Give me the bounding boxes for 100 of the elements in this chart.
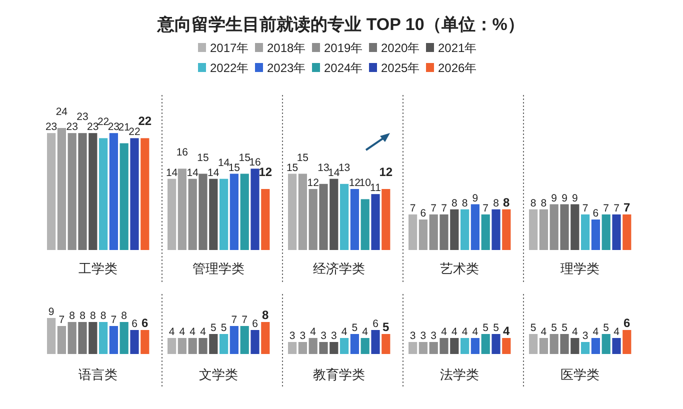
data-label: 6 — [372, 318, 379, 330]
data-label: 8 — [503, 195, 510, 210]
data-label: 6 — [592, 208, 599, 220]
data-label: 3 — [320, 330, 327, 342]
bar — [168, 178, 176, 250]
data-label: 4 — [472, 326, 478, 338]
bar — [250, 168, 260, 250]
x-tick-label: 医学类 — [560, 367, 600, 382]
data-label: 7 — [242, 314, 248, 326]
bar — [612, 338, 621, 354]
data-label: 7 — [410, 202, 416, 214]
data-label: 22 — [97, 116, 110, 128]
bar — [612, 214, 621, 250]
data-label: 4 — [441, 326, 448, 338]
data-label: 13 — [338, 162, 350, 174]
bar — [68, 322, 76, 354]
data-label: 23 — [76, 111, 88, 124]
data-label: 3 — [330, 330, 337, 342]
data-label: 8 — [530, 197, 536, 210]
bar — [350, 189, 359, 250]
x-tick-label: 法学类 — [440, 367, 479, 382]
data-label: 7 — [603, 202, 610, 214]
data-label: 23 — [45, 121, 58, 134]
legend-label: 2022年 — [210, 61, 249, 75]
bar — [109, 133, 118, 250]
bar — [209, 178, 218, 250]
data-label: 3 — [300, 330, 306, 342]
bar — [360, 199, 370, 250]
bar — [99, 322, 108, 354]
data-label: 14 — [328, 166, 340, 179]
data-label: 15 — [238, 152, 251, 164]
data-label: 10 — [359, 177, 372, 190]
bar — [382, 334, 390, 354]
data-label: 3 — [410, 330, 416, 342]
bar — [340, 338, 349, 354]
bar — [168, 338, 176, 354]
bar — [188, 338, 197, 354]
data-label: 24 — [56, 106, 68, 118]
data-label: 8 — [262, 308, 270, 322]
data-label: 4 — [540, 326, 547, 338]
bar — [120, 143, 128, 250]
data-label: 9 — [572, 192, 578, 204]
x-tick-label: 经济学类 — [313, 261, 365, 276]
bar — [47, 318, 56, 354]
data-label: 4 — [200, 326, 206, 338]
bar — [602, 334, 610, 354]
data-label: 6 — [132, 318, 138, 330]
data-label: 21 — [118, 121, 130, 134]
data-label: 22 — [128, 126, 140, 138]
x-tick-label: 文学类 — [199, 367, 238, 382]
data-label: 23 — [87, 121, 99, 134]
data-label: 14 — [186, 166, 199, 179]
data-label: 12 — [379, 165, 393, 179]
bar — [570, 204, 580, 250]
data-label: 5 — [530, 322, 536, 334]
data-label: 3 — [430, 330, 437, 342]
bar — [240, 326, 249, 354]
bar — [330, 342, 338, 354]
bar — [178, 168, 186, 250]
bar — [340, 184, 349, 250]
bar — [371, 194, 380, 250]
data-label: 4 — [451, 326, 458, 338]
data-label: 8 — [80, 310, 86, 322]
legend-label: 2026年 — [438, 61, 477, 75]
data-label: 4 — [190, 326, 196, 338]
data-label: 6 — [624, 316, 631, 330]
data-label: 15 — [296, 152, 309, 164]
data-label: 6 — [420, 208, 426, 220]
bar — [120, 322, 128, 354]
data-label: 5 — [210, 322, 216, 334]
bar — [319, 342, 328, 354]
legend-label: 2021年 — [438, 41, 477, 55]
data-label: 4 — [341, 326, 348, 338]
data-label: 7 — [624, 200, 631, 214]
bar — [492, 209, 500, 250]
bar — [319, 184, 328, 250]
legend-label: 2023年 — [267, 61, 306, 75]
data-label: 15 — [197, 152, 209, 164]
data-label: 9 — [551, 192, 558, 204]
data-label: 11 — [370, 182, 382, 194]
x-tick-label: 语言类 — [78, 367, 118, 382]
data-label: 4 — [362, 326, 368, 338]
bar — [602, 214, 610, 250]
bar — [440, 338, 448, 354]
bar — [261, 189, 270, 250]
bar — [140, 138, 150, 250]
bar — [539, 338, 548, 354]
data-label: 5 — [551, 322, 558, 334]
bar — [308, 338, 318, 354]
bar — [371, 330, 380, 354]
data-label: 5 — [493, 322, 500, 334]
data-label: 9 — [48, 306, 54, 318]
bar — [440, 214, 448, 250]
bar — [47, 133, 56, 250]
bar — [622, 330, 632, 354]
bar — [298, 342, 307, 354]
bar — [109, 326, 118, 354]
data-label: 4 — [592, 326, 599, 338]
bar — [492, 334, 500, 354]
bar — [382, 189, 390, 250]
